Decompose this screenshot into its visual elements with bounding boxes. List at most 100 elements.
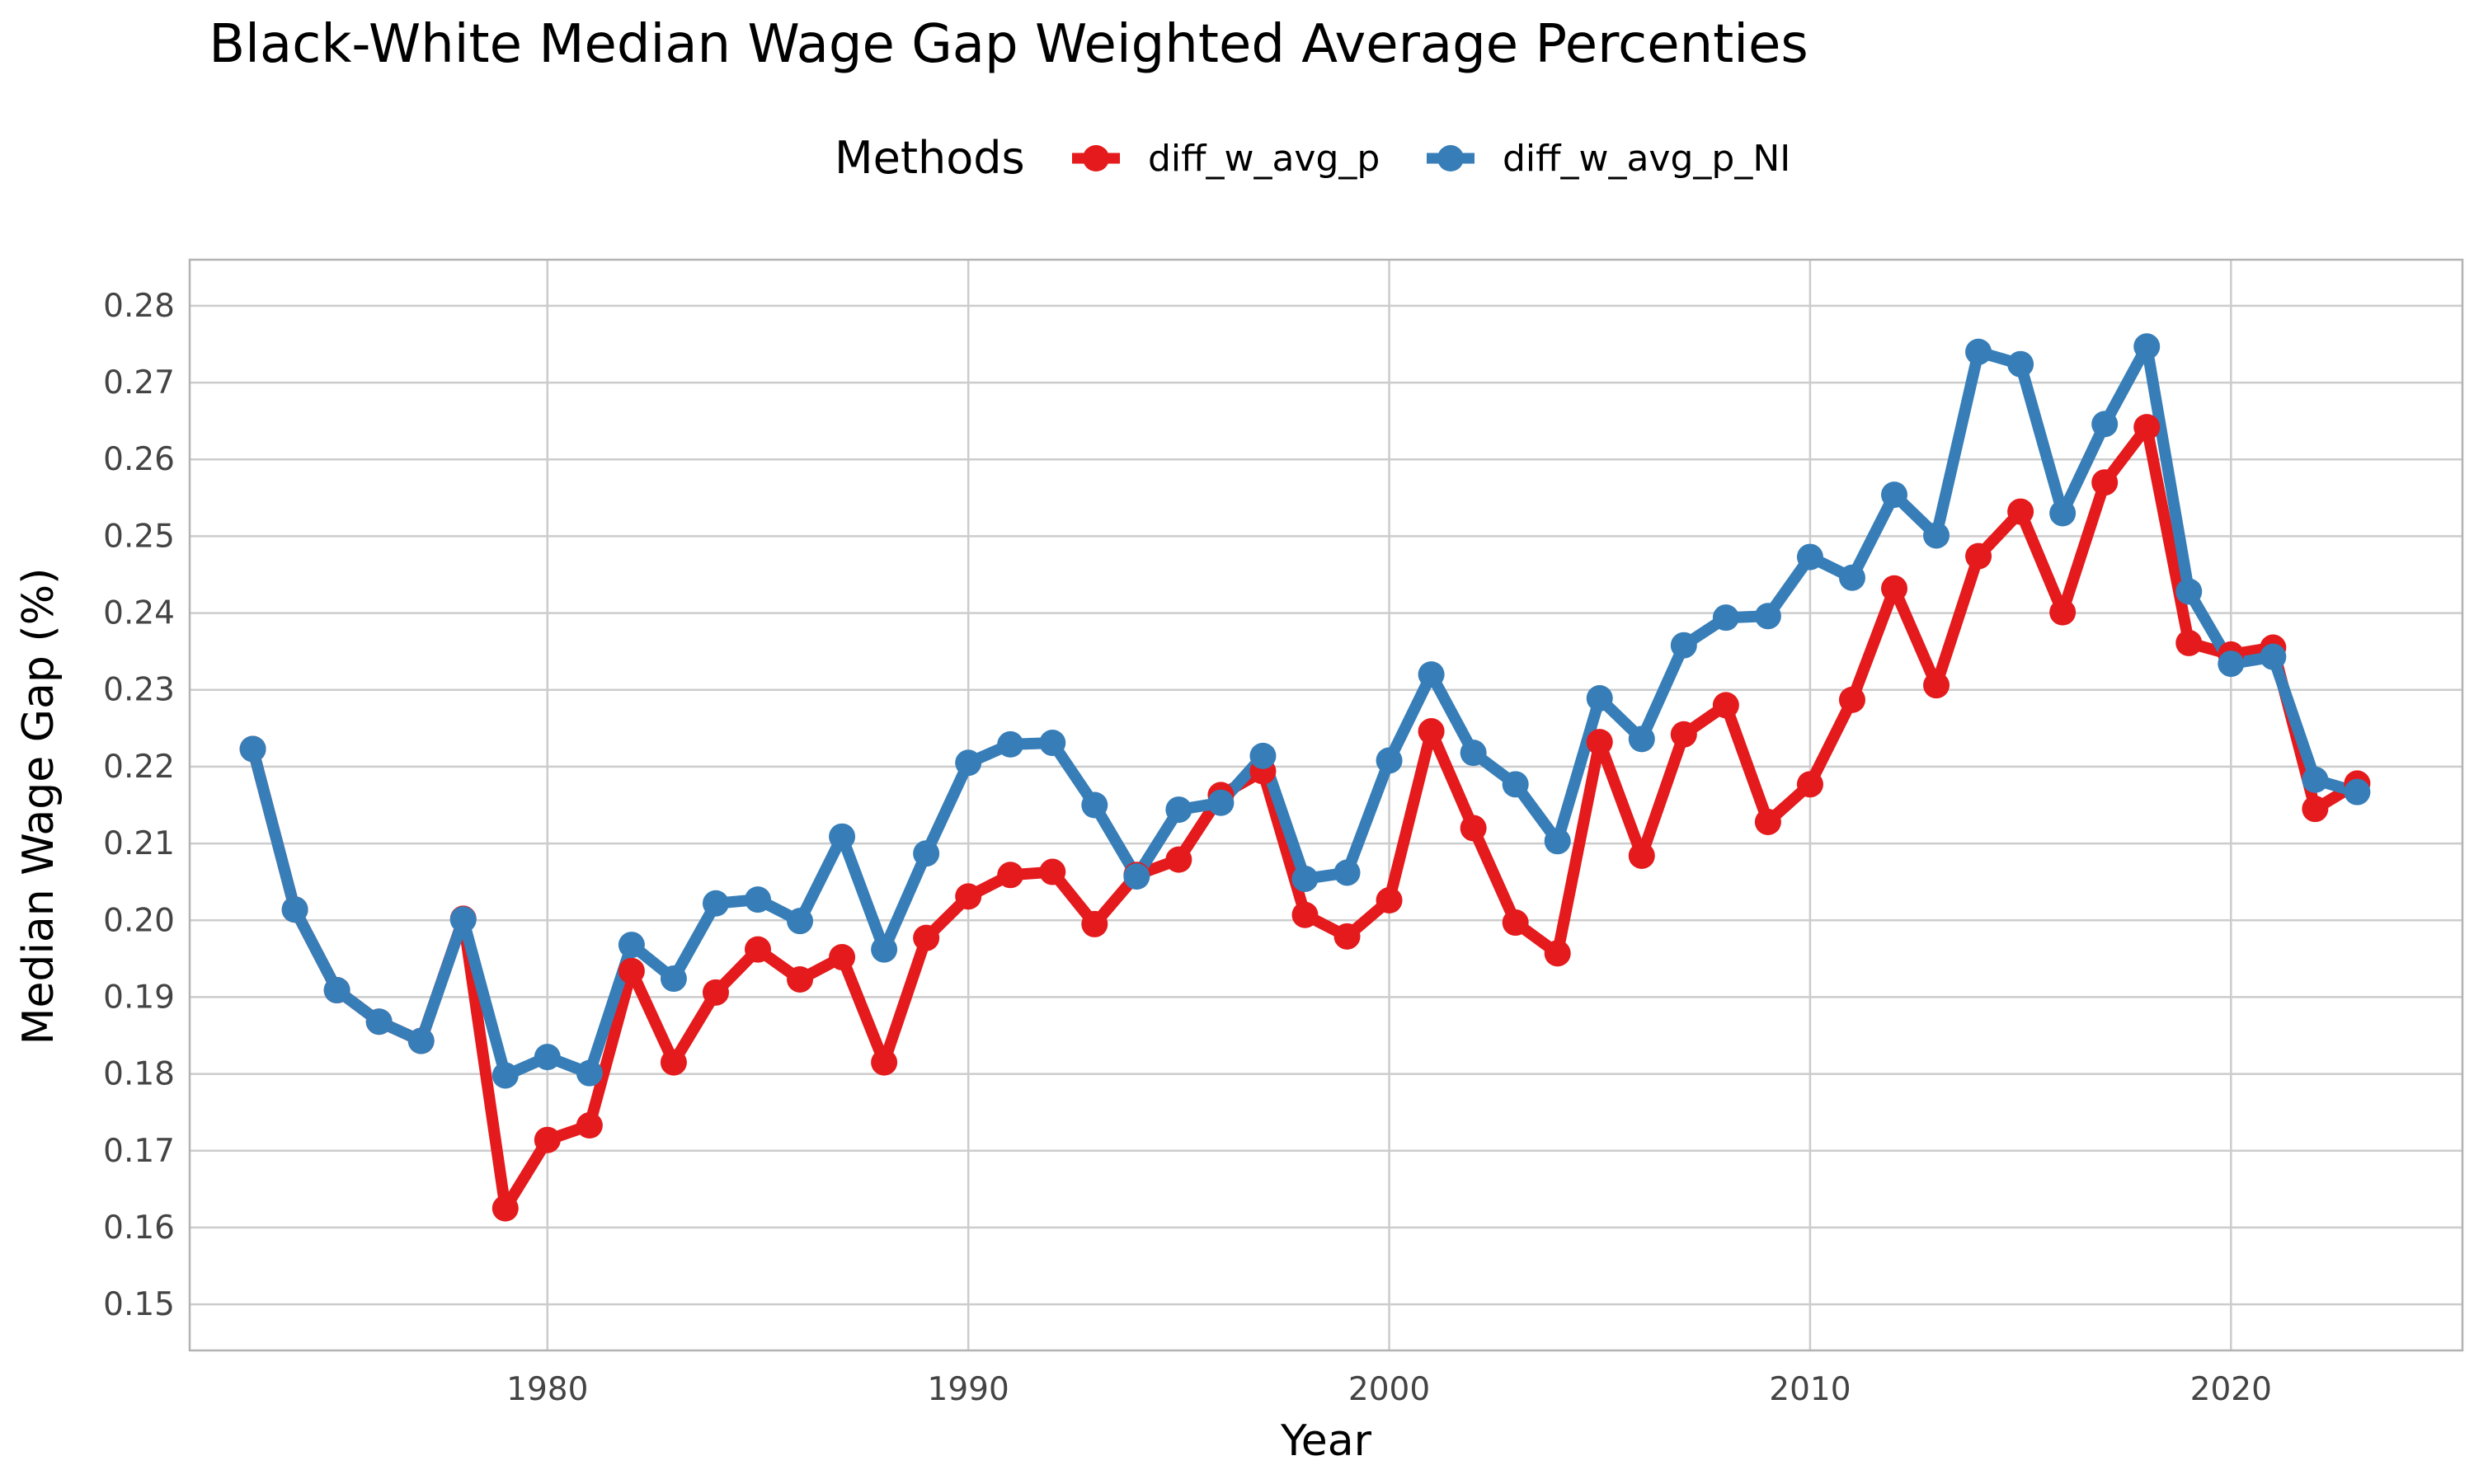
legend-label: diff_w_avg_p_NI xyxy=(1503,138,1790,180)
data-point xyxy=(1081,910,1108,937)
data-point xyxy=(1712,692,1739,719)
data-point xyxy=(576,1059,603,1087)
data-point xyxy=(1502,909,1529,937)
y-tick-label: 0.21 xyxy=(103,825,175,862)
y-axis-label: Median Wage Gap (%) xyxy=(14,568,63,1045)
y-tick-label: 0.27 xyxy=(103,364,175,402)
x-tick-label: 1980 xyxy=(506,1371,588,1408)
data-point xyxy=(2175,578,2203,605)
data-point xyxy=(1628,726,1655,753)
grid-lines xyxy=(190,260,2462,1350)
data-point xyxy=(1039,858,1066,885)
series-points xyxy=(239,333,2371,1222)
data-point xyxy=(913,924,940,951)
plot-frame xyxy=(188,258,2464,1352)
data-point xyxy=(1291,865,1319,892)
data-point xyxy=(2091,411,2119,438)
data-point xyxy=(1165,796,1192,824)
data-point xyxy=(1754,603,1781,630)
x-tick-label: 1990 xyxy=(928,1371,1009,1408)
data-point xyxy=(2302,796,2329,823)
x-tick-label: 2020 xyxy=(2190,1371,2272,1408)
data-point xyxy=(1418,718,1445,745)
data-point xyxy=(660,1049,687,1076)
data-point xyxy=(1544,940,1571,967)
data-point xyxy=(1586,684,1613,711)
data-point xyxy=(2175,629,2203,656)
legend-label: diff_w_avg_p xyxy=(1148,138,1380,180)
data-point xyxy=(1796,543,1823,571)
legend-items: diff_w_avg_p diff_w_avg_p_NI xyxy=(1072,138,1790,180)
data-point xyxy=(1502,771,1529,798)
data-point xyxy=(407,1027,435,1054)
data-point xyxy=(660,965,687,993)
series-line-diff_w_avg_p xyxy=(247,421,2363,1214)
data-point xyxy=(1376,887,1403,914)
y-tick-label: 0.15 xyxy=(103,1286,175,1323)
data-point xyxy=(2049,500,2077,527)
data-point xyxy=(2049,599,2077,626)
data-point xyxy=(534,1044,561,1071)
x-tick-label: 2010 xyxy=(1769,1371,1851,1408)
data-point xyxy=(534,1126,561,1153)
legend-key-point xyxy=(1083,145,1109,171)
data-point xyxy=(492,1062,519,1089)
data-point xyxy=(955,883,982,910)
data-point xyxy=(997,730,1024,758)
data-point xyxy=(2302,766,2329,793)
data-point xyxy=(787,908,814,935)
data-point xyxy=(1586,729,1613,756)
data-point xyxy=(1376,747,1403,774)
data-point xyxy=(281,896,308,923)
y-tick-label: 0.26 xyxy=(103,441,175,478)
data-point xyxy=(1460,815,1487,842)
data-point xyxy=(1123,863,1150,890)
data-point xyxy=(1712,604,1739,632)
data-point xyxy=(1796,771,1823,798)
data-point xyxy=(1670,632,1697,659)
data-point xyxy=(955,749,982,777)
data-point xyxy=(2007,498,2034,525)
y-tick-label: 0.17 xyxy=(103,1133,175,1170)
y-tick-label: 0.23 xyxy=(103,672,175,709)
data-point xyxy=(2007,350,2034,378)
series-lines xyxy=(247,340,2363,1214)
data-point xyxy=(2133,333,2161,360)
data-point xyxy=(1838,564,1865,591)
data-point xyxy=(2091,469,2119,496)
y-tick-label: 0.25 xyxy=(103,518,175,555)
legend: Methods diff_w_avg_p diff_w_avg_p_NI xyxy=(835,132,1790,184)
data-point xyxy=(2133,414,2161,441)
data-point xyxy=(1923,522,1950,549)
chart-title: Black-White Median Wage Gap Weighted Ave… xyxy=(209,14,1808,75)
data-point xyxy=(365,1008,393,1036)
data-point xyxy=(702,979,729,1006)
legend-key-point xyxy=(1437,145,1464,171)
data-point xyxy=(1165,846,1192,873)
legend-title: Methods xyxy=(835,132,1025,184)
data-point xyxy=(871,936,898,963)
data-point xyxy=(787,965,814,993)
data-point xyxy=(829,943,856,970)
data-point xyxy=(1628,842,1655,869)
data-point xyxy=(239,735,266,763)
data-point xyxy=(1881,481,1907,509)
x-axis-label: Year xyxy=(1280,1416,1372,1466)
data-point xyxy=(913,840,940,867)
y-tick-label: 0.19 xyxy=(103,979,175,1016)
data-point xyxy=(1754,808,1781,835)
data-point xyxy=(745,886,771,913)
y-tick-label: 0.24 xyxy=(103,595,175,632)
data-point xyxy=(618,932,645,959)
data-point xyxy=(1249,742,1277,769)
data-point xyxy=(997,862,1024,889)
series-line-diff_w_avg_p_NI xyxy=(247,340,2363,1082)
data-point xyxy=(449,906,477,933)
data-point xyxy=(871,1049,898,1076)
data-point xyxy=(576,1112,603,1139)
data-point xyxy=(2218,650,2245,678)
data-point xyxy=(1291,901,1319,928)
data-point xyxy=(492,1195,519,1222)
data-point xyxy=(829,823,856,850)
